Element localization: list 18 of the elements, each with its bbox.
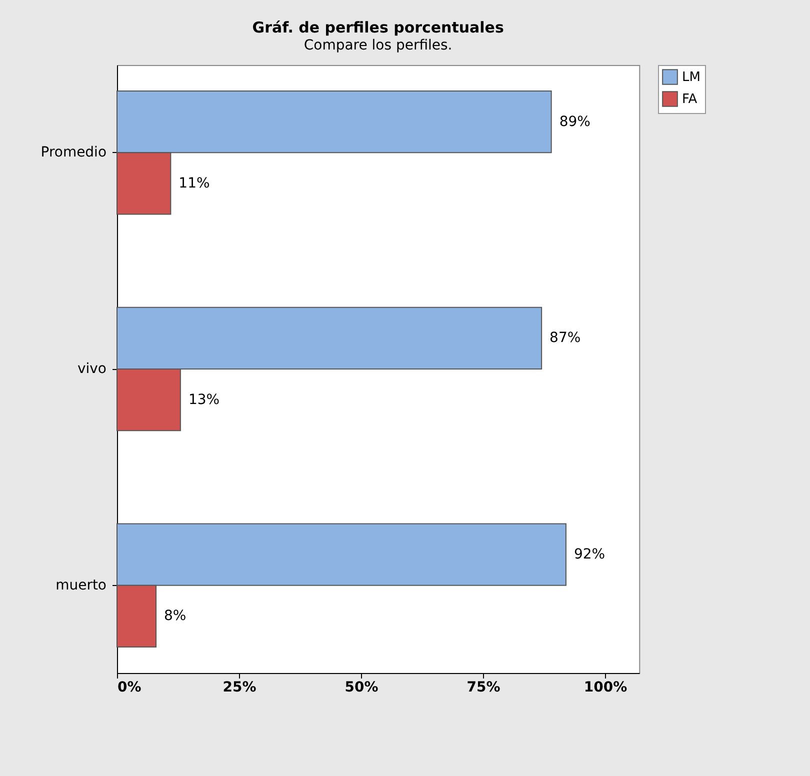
x-tick-label: 0% xyxy=(118,680,142,696)
chart-title: Gráf. de perfiles porcentuales xyxy=(252,18,504,36)
data-label: 13% xyxy=(188,392,220,408)
legend-label: FA xyxy=(682,92,698,107)
x-tick-label: 25% xyxy=(222,680,256,696)
chart-subtitle: Compare los perfiles. xyxy=(304,38,452,54)
x-tick-label: 100% xyxy=(584,680,628,696)
y-tick-label: muerto xyxy=(56,577,106,594)
x-tick-label: 50% xyxy=(344,680,378,696)
data-label: 89% xyxy=(559,114,590,130)
data-label: 87% xyxy=(550,330,581,346)
legend-label: LM xyxy=(682,70,700,85)
data-label: 92% xyxy=(574,546,606,563)
x-tick-label: 75% xyxy=(466,680,500,696)
data-label: 11% xyxy=(178,175,210,192)
data-label: 8% xyxy=(164,608,186,624)
y-tick-label: Promedio xyxy=(40,144,106,161)
y-tick-label: vivo xyxy=(78,361,106,377)
